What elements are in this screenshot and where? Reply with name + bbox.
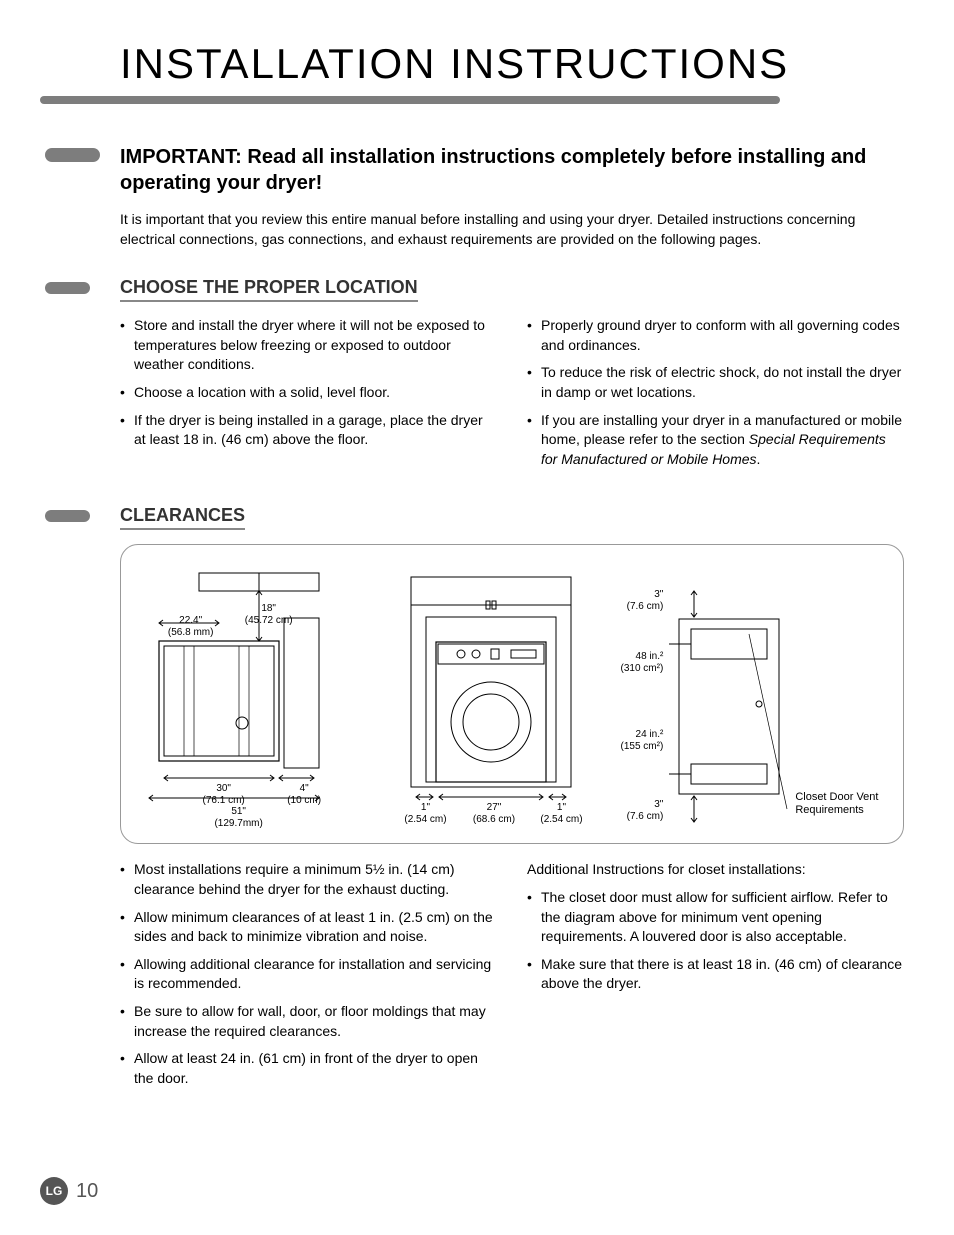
bullet-pill	[45, 510, 90, 522]
dim-label: 18"	[261, 603, 276, 614]
dim-label: (2.54 cm)	[404, 814, 446, 825]
list-item: Store and install the dryer where it wil…	[120, 316, 497, 375]
dim-label: 3"	[654, 799, 663, 810]
dim-label: (7.6 cm)	[627, 601, 664, 612]
list-item: Choose a location with a solid, level fl…	[120, 383, 497, 403]
list-item: Allow minimum clearances of at least 1 i…	[120, 908, 497, 947]
list-item: Make sure that there is at least 18 in. …	[527, 955, 904, 994]
list-item: The closet door must allow for sufficien…	[527, 888, 904, 947]
list-item: If you are installing your dryer in a ma…	[527, 411, 904, 470]
diagram-front-view: 1"(2.54 cm) 27"(68.6 cm) 1"(2.54 cm)	[391, 567, 591, 829]
clearances-columns: Most installations require a minimum 5½ …	[120, 860, 904, 1096]
dim-label: (45.72 cm)	[245, 615, 293, 626]
section-important: IMPORTANT: Read all installation instruc…	[50, 144, 904, 249]
dim-label: (155 cm²)	[621, 741, 664, 752]
dim-label: 24 in.²	[636, 729, 664, 740]
location-right-col: Properly ground dryer to conform with al…	[527, 316, 904, 477]
clearance-diagram-box: 22.4"(56.8 mm) 18"(45.72 cm) 30"(76.1 cm…	[120, 544, 904, 844]
dim-label: 3"	[654, 589, 663, 600]
bullet-pill	[45, 282, 90, 294]
clearances-right-col: Additional Instructions for closet insta…	[527, 860, 904, 1096]
dim-label: 1"	[421, 802, 430, 813]
dim-label: (2.54 cm)	[540, 814, 582, 825]
page-title: INSTALLATION INSTRUCTIONS	[120, 40, 904, 88]
dim-label: 22.4"	[179, 615, 202, 626]
clearances-heading-wrap: CLEARANCES	[120, 505, 904, 544]
dim-label: (68.6 cm)	[473, 814, 515, 825]
clearances-heading: CLEARANCES	[120, 505, 245, 530]
location-left-col: Store and install the dryer where it wil…	[120, 316, 497, 477]
dim-label: 1"	[557, 802, 566, 813]
list-item: Allow at least 24 in. (61 cm) in front o…	[120, 1049, 497, 1088]
important-heading: IMPORTANT: Read all installation instruc…	[120, 144, 904, 196]
closet-door-label: Closet Door Vent Requirements	[795, 791, 880, 829]
dim-label: (7.6 cm)	[627, 811, 664, 822]
dim-label: 51"	[231, 806, 246, 817]
dim-label: 27"	[487, 802, 502, 813]
text-span: .	[757, 451, 761, 467]
section-location: CHOOSE THE PROPER LOCATION Store and ins…	[50, 277, 904, 477]
list-item: Be sure to allow for wall, door, or floo…	[120, 1002, 497, 1041]
list-item: Properly ground dryer to conform with al…	[527, 316, 904, 355]
important-body: It is important that you review this ent…	[120, 210, 904, 249]
closet-intro: Additional Instructions for closet insta…	[527, 860, 904, 880]
location-heading: CHOOSE THE PROPER LOCATION	[120, 277, 418, 302]
page-footer: LG 10	[40, 1177, 98, 1205]
dim-label: 4"	[300, 783, 309, 794]
dim-label: (10 cm)	[287, 795, 321, 806]
page-number: 10	[76, 1180, 98, 1203]
dim-label: (310 cm²)	[621, 663, 664, 674]
location-heading-wrap: CHOOSE THE PROPER LOCATION	[120, 277, 904, 316]
list-item: To reduce the risk of electric shock, do…	[527, 363, 904, 402]
bullet-pill	[45, 148, 100, 162]
list-item: Allowing additional clearance for instal…	[120, 955, 497, 994]
diagram-top-view: 22.4"(56.8 mm) 18"(45.72 cm) 30"(76.1 cm…	[144, 563, 374, 829]
list-item: Most installations require a minimum 5½ …	[120, 860, 497, 899]
dim-label: 30"	[216, 783, 231, 794]
clearances-left-col: Most installations require a minimum 5½ …	[120, 860, 497, 1096]
diagram-closet-door: 3"(7.6 cm) 48 in.²(310 cm²) 24 in.²(155 …	[608, 589, 880, 829]
dim-label: 48 in.²	[636, 651, 664, 662]
dim-label: (129.7mm)	[214, 818, 262, 829]
dim-label: (76.1 cm)	[203, 795, 245, 806]
lg-logo-icon: LG	[40, 1177, 68, 1205]
horizontal-rule	[40, 96, 780, 104]
location-columns: Store and install the dryer where it wil…	[120, 316, 904, 477]
dim-label: (56.8 mm)	[168, 627, 214, 638]
section-clearances: CLEARANCES	[50, 505, 904, 1096]
list-item: If the dryer is being installed in a gar…	[120, 411, 497, 450]
